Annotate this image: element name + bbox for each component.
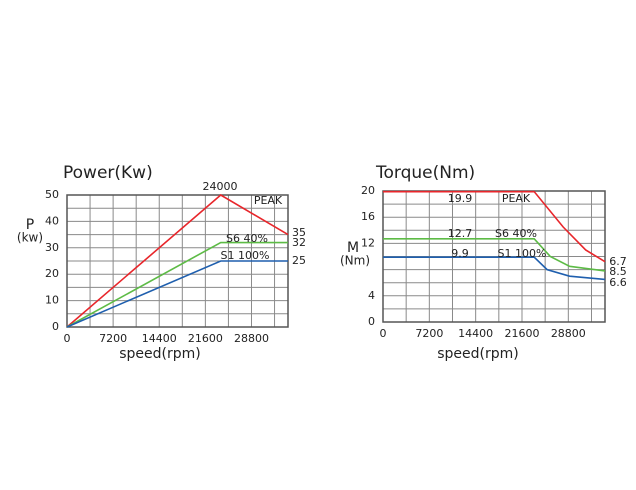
y-tick-label: 0 (52, 320, 59, 333)
annotation: 12.7 (448, 227, 473, 240)
y-tick-label: 10 (45, 294, 59, 307)
chart-title: Torque(Nm) (375, 163, 475, 183)
x-tick-label: 21600 (188, 332, 223, 345)
y-tick-label: 0 (368, 315, 375, 328)
y-axis-label: M (347, 240, 359, 256)
annotation: 9.9 (451, 247, 469, 260)
x-tick-label: 21600 (504, 327, 539, 340)
x-tick-label: 28800 (551, 327, 586, 340)
series-name: S1 100% (498, 247, 547, 260)
series-name: PEAK (502, 192, 531, 205)
series-line (383, 238, 606, 272)
series-name: PEAK (254, 194, 283, 207)
annotation: 24000 (203, 180, 238, 193)
y-tick-label: 12 (361, 236, 375, 249)
x-axis-label: speed(rpm) (437, 346, 519, 362)
y-axis-label: P (26, 217, 34, 233)
series-line (66, 241, 288, 328)
annotation: 6.6 (609, 276, 627, 289)
x-tick-label: 0 (64, 332, 71, 345)
series-line (66, 260, 288, 328)
y-tick-label: 30 (45, 241, 59, 254)
x-tick-label: 7200 (99, 332, 127, 345)
series-line (383, 256, 606, 281)
series-line (66, 194, 289, 328)
series-name: S6 40% (226, 232, 268, 245)
y-tick-label: 4 (368, 289, 375, 302)
x-tick-label: 7200 (415, 327, 443, 340)
annotation: 6.7 (609, 255, 627, 268)
y-tick-label: 16 (361, 210, 375, 223)
series-name: S1 100% (221, 249, 270, 262)
y-tick-label: 40 (45, 214, 59, 227)
x-tick-label: 14400 (142, 332, 177, 345)
x-tick-label: 14400 (458, 327, 493, 340)
y-tick-label: 20 (45, 267, 59, 280)
y-tick-label: 50 (45, 188, 59, 201)
annotation: 25 (292, 254, 306, 267)
annotation: 32 (292, 236, 306, 249)
y-tick-label: 20 (361, 184, 375, 197)
x-axis-label: speed(rpm) (119, 346, 201, 362)
series-name: S6 40% (495, 227, 537, 240)
annotation: 19.9 (448, 192, 473, 205)
series-line (383, 190, 606, 263)
chart-title: Power(Kw) (63, 163, 153, 183)
annotation: 8.5 (609, 265, 627, 278)
x-tick-label: 28800 (234, 332, 269, 345)
y-axis-unit: (Nm) (340, 254, 370, 268)
y-axis-unit: (kw) (17, 231, 43, 245)
x-tick-label: 0 (380, 327, 387, 340)
annotation: 35 (292, 226, 306, 239)
